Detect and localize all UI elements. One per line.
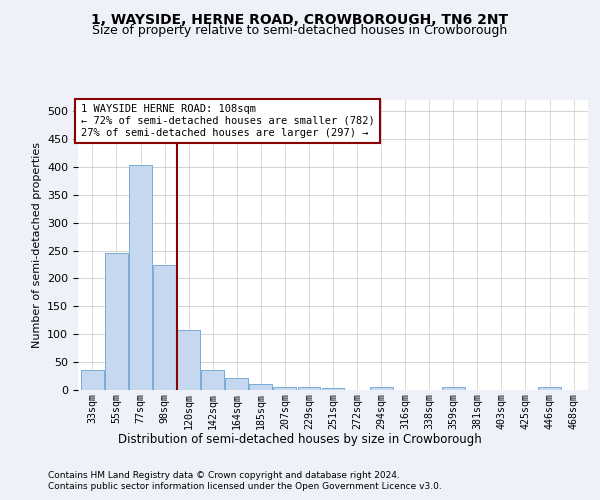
Text: 1, WAYSIDE, HERNE ROAD, CROWBOROUGH, TN6 2NT: 1, WAYSIDE, HERNE ROAD, CROWBOROUGH, TN6… [91,12,509,26]
Bar [153,264,176,390]
Bar [298,387,320,390]
Text: Distribution of semi-detached houses by size in Crowborough: Distribution of semi-detached houses by … [118,432,482,446]
Bar [322,388,344,390]
Bar [250,384,272,390]
Bar [274,386,296,390]
Text: Contains HM Land Registry data © Crown copyright and database right 2024.: Contains HM Land Registry data © Crown c… [48,471,400,480]
Text: 1 WAYSIDE HERNE ROAD: 108sqm
← 72% of semi-detached houses are smaller (782)
27%: 1 WAYSIDE HERNE ROAD: 108sqm ← 72% of se… [80,104,374,138]
Bar [105,253,128,390]
Bar [538,387,561,390]
Y-axis label: Number of semi-detached properties: Number of semi-detached properties [32,142,41,348]
Bar [129,164,152,390]
Bar [201,370,224,390]
Bar [226,378,248,390]
Bar [370,387,392,390]
Bar [442,387,465,390]
Bar [177,330,200,390]
Text: Contains public sector information licensed under the Open Government Licence v3: Contains public sector information licen… [48,482,442,491]
Bar [81,370,104,390]
Text: Size of property relative to semi-detached houses in Crowborough: Size of property relative to semi-detach… [92,24,508,37]
